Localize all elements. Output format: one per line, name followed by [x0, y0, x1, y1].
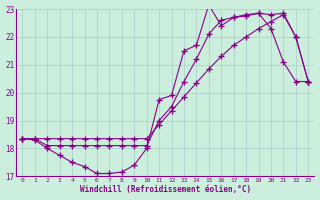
X-axis label: Windchill (Refroidissement éolien,°C): Windchill (Refroidissement éolien,°C)	[80, 185, 251, 194]
